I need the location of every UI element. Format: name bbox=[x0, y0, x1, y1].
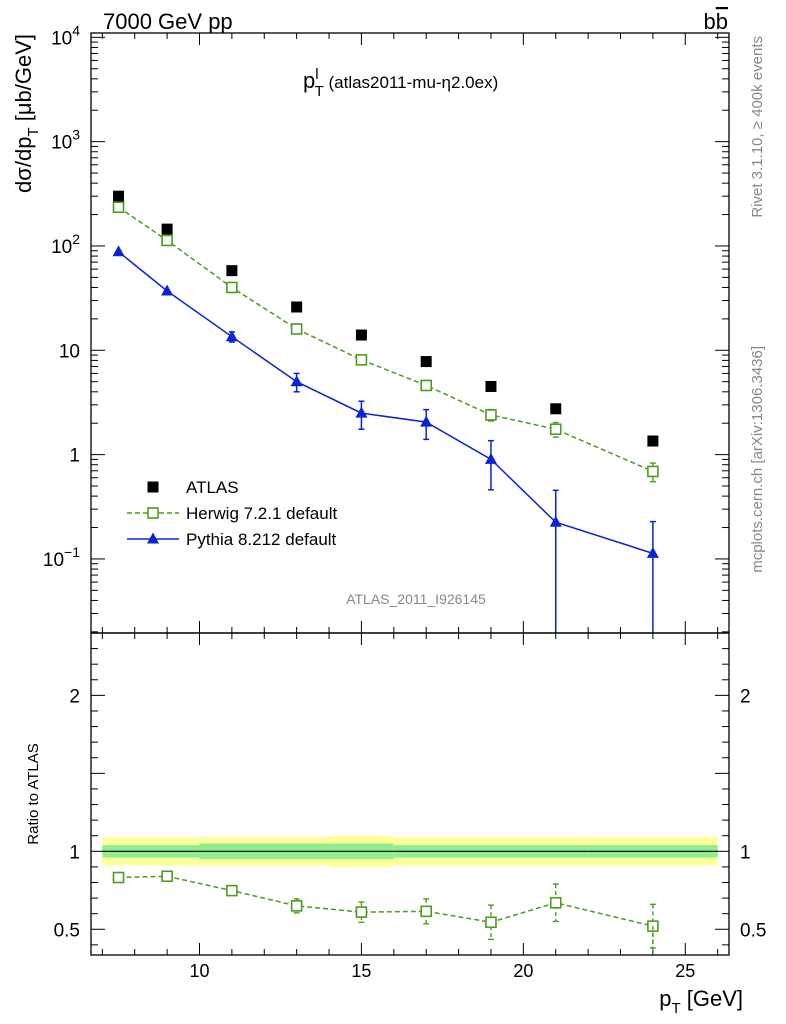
herwig-7-2-1-default-point bbox=[161, 234, 173, 247]
ratio-y-tick-label: 1 bbox=[69, 842, 80, 863]
herwig-7-2-1-default-ratio-point bbox=[549, 896, 562, 909]
pythia-8-212-default-point bbox=[549, 515, 562, 527]
plot-title: pl T (atlas2011-mu-η2.0ex) bbox=[303, 66, 498, 100]
herwig-7-2-1-default-point bbox=[290, 323, 303, 335]
atlas-point bbox=[420, 356, 432, 368]
ratio-y-tick-label: 2 bbox=[69, 686, 80, 707]
ratio-ticks: 10 15 20 25 0.5 0.5 1 1 2 2 bbox=[54, 633, 766, 981]
pythia-8-212-default-point bbox=[161, 284, 174, 296]
legend-label-herwig-7-2-1-default: Herwig 7.2.1 default bbox=[186, 504, 337, 523]
x-tick-label: 10 bbox=[189, 961, 209, 981]
pythia-8-212-default-point bbox=[355, 406, 368, 418]
main-plot: 10−1 1 10 102 103 104 ATLAS_2011_I926145 pl T … bbox=[11, 22, 730, 634]
pythia-8-212-default-point bbox=[646, 546, 659, 558]
y-tick-label: 104 bbox=[51, 22, 80, 49]
herwig-7-2-1-default-ratio-point bbox=[485, 916, 497, 929]
legend: ATLAS Herwig 7.2.1 default Pythia 8.212 de… bbox=[127, 478, 337, 549]
ratio-y-tick-label: 0.5 bbox=[54, 920, 80, 941]
header-final-state: bb bbox=[704, 9, 729, 34]
ratio-series bbox=[112, 870, 659, 955]
ratio-y-tick-label-right: 0.5 bbox=[740, 920, 766, 941]
x-tick-label: 20 bbox=[513, 961, 533, 981]
herwig-7-2-1-default-point bbox=[355, 354, 368, 366]
main-ticks: 10−1 1 10 102 103 104 bbox=[43, 22, 729, 633]
herwig-7-2-1-default-point bbox=[226, 281, 238, 294]
atlas-point bbox=[355, 329, 367, 341]
legend-label-pythia-8-212-default: Pythia 8.212 default bbox=[186, 530, 337, 549]
herwig-7-2-1-default-point bbox=[647, 465, 659, 478]
y-tick-label: 10 bbox=[59, 341, 80, 362]
herwig-7-2-1-default-ratio-point bbox=[112, 871, 125, 884]
herwig-7-2-1-default-ratio-point bbox=[161, 870, 173, 883]
x-axis-label: pT [GeV] bbox=[659, 986, 743, 1017]
x-tick-label: 15 bbox=[351, 961, 371, 981]
atlas-point bbox=[113, 190, 125, 202]
herwig-7-2-1-default-line bbox=[118, 206, 654, 473]
ratio-y-tick-label-right: 1 bbox=[740, 842, 751, 863]
atlas-point bbox=[226, 265, 238, 277]
herwig-7-2-1-default-point bbox=[112, 201, 125, 214]
ratio-plot: 10 15 20 25 0.5 0.5 1 1 2 2 Ratio to ATLAS pT [Ge… bbox=[25, 632, 766, 1017]
atlas-point bbox=[485, 380, 497, 392]
main-y-axis-label: dσ/dpT [μb/GeV] bbox=[11, 34, 42, 193]
mcplots-label: mcplots.cern.ch [arXiv:1306.3436] bbox=[749, 346, 766, 573]
herwig-7-2-1-default-point bbox=[549, 423, 562, 436]
pythia-8-212-default-point bbox=[420, 415, 433, 427]
atlas-point bbox=[291, 301, 303, 313]
main-series bbox=[112, 190, 659, 633]
y-tick-label: 102 bbox=[51, 231, 80, 258]
ratio-bands bbox=[102, 835, 718, 867]
atlas-point bbox=[161, 223, 173, 235]
analysis-watermark: ATLAS_2011_I926145 bbox=[346, 591, 486, 607]
ratio-frame bbox=[90, 632, 730, 956]
ratio-y-axis-label: Ratio to ATLAS bbox=[25, 743, 42, 844]
header-process: 7000 GeV pp bbox=[103, 9, 233, 34]
y-tick-label: 1 bbox=[69, 446, 80, 467]
rivet-version-label: Rivet 3.1.10, ≥ 400k events bbox=[749, 36, 766, 218]
ratio-y-tick-label-right: 2 bbox=[740, 686, 751, 707]
herwig-7-2-1-default-ratio-point bbox=[355, 906, 368, 918]
herwig-7-2-1-default-ratio-line bbox=[118, 875, 654, 927]
x-tick-label: 25 bbox=[675, 961, 695, 981]
y-tick-label: 103 bbox=[51, 127, 80, 154]
herwig-7-2-1-default-ratio-point bbox=[290, 900, 303, 912]
legend-marker-pythia-8-212-default bbox=[147, 532, 159, 544]
herwig-7-2-1-default-ratio-point bbox=[420, 905, 432, 918]
pythia-8-212-default-point bbox=[484, 452, 497, 464]
atlas-point bbox=[647, 435, 659, 447]
herwig-7-2-1-default-point bbox=[420, 379, 432, 392]
pythia-8-212-default-point bbox=[290, 375, 303, 387]
atlas-point bbox=[550, 403, 562, 415]
y-tick-label: 10−1 bbox=[43, 544, 80, 571]
legend-marker-atlas bbox=[147, 481, 159, 493]
herwig-7-2-1-default-point bbox=[485, 409, 497, 421]
legend-label-atlas: ATLAS bbox=[186, 478, 239, 497]
herwig-7-2-1-default-ratio-point bbox=[226, 884, 238, 897]
pythia-8-212-default-point bbox=[225, 330, 238, 342]
legend-marker-herwig-7-2-1-default bbox=[147, 507, 159, 519]
pythia-8-212-default-point bbox=[112, 245, 125, 257]
